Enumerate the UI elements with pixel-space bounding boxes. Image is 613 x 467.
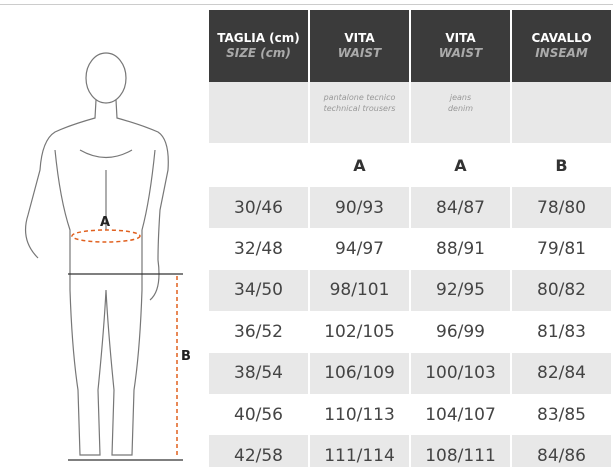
- page: A B TAGLIA (cm)SIZE (cm)VITAWAISTVITAWAI…: [0, 0, 613, 467]
- letter-cell: B: [512, 143, 611, 187]
- header-subtitle: WAIST: [310, 46, 409, 61]
- data-cell: 88/91: [411, 228, 510, 269]
- header-title: TAGLIA (cm): [209, 31, 308, 46]
- data-cell: 96/99: [411, 311, 510, 352]
- data-cell: 102/105: [310, 311, 409, 352]
- data-cell: 84/87: [411, 187, 510, 228]
- data-cell: 36/52: [209, 311, 308, 352]
- letter-cell: A: [411, 143, 510, 187]
- note-cell: [209, 82, 308, 143]
- data-cell: 90/93: [310, 187, 409, 228]
- data-cell: 83/85: [512, 394, 611, 435]
- data-cell: 34/50: [209, 270, 308, 311]
- data-cell: 80/82: [512, 270, 611, 311]
- data-cell: 82/84: [512, 353, 611, 394]
- data-cell: 106/109: [310, 353, 409, 394]
- data-cell: 108/111: [411, 435, 510, 467]
- data-cell: 84/86: [512, 435, 611, 467]
- note-line: denim: [411, 103, 510, 114]
- data-cell: 79/81: [512, 228, 611, 269]
- body-figure: A B: [0, 0, 205, 467]
- header-title: CAVALLO: [512, 31, 611, 46]
- data-cell: 104/107: [411, 394, 510, 435]
- header-subtitle: WAIST: [411, 46, 510, 61]
- data-cell: 110/113: [310, 394, 409, 435]
- header-title: VITA: [310, 31, 409, 46]
- waist-marker: [72, 230, 140, 242]
- data-cell: 42/58: [209, 435, 308, 467]
- letter-cell: A: [310, 143, 409, 187]
- note-line: pantalone tecnico: [310, 92, 409, 103]
- data-cell: 30/46: [209, 187, 308, 228]
- header-subtitle: SIZE (cm): [209, 46, 308, 61]
- data-cell: 111/114: [310, 435, 409, 467]
- data-cell: 78/80: [512, 187, 611, 228]
- header-cell: TAGLIA (cm)SIZE (cm): [209, 10, 308, 82]
- data-cell: 32/48: [209, 228, 308, 269]
- header-subtitle: INSEAM: [512, 46, 611, 61]
- note-line: technical trousers: [310, 103, 409, 114]
- label-a: A: [100, 215, 110, 230]
- data-cell: 40/56: [209, 394, 308, 435]
- data-cell: 94/97: [310, 228, 409, 269]
- label-b: B: [181, 349, 191, 364]
- note-line: jeans: [411, 92, 510, 103]
- data-cell: 98/101: [310, 270, 409, 311]
- data-cell: 100/103: [411, 353, 510, 394]
- header-title: VITA: [411, 31, 510, 46]
- letter-cell: [209, 143, 308, 187]
- data-cell: 81/83: [512, 311, 611, 352]
- note-cell: [512, 82, 611, 143]
- data-cell: 92/95: [411, 270, 510, 311]
- data-cell: 38/54: [209, 353, 308, 394]
